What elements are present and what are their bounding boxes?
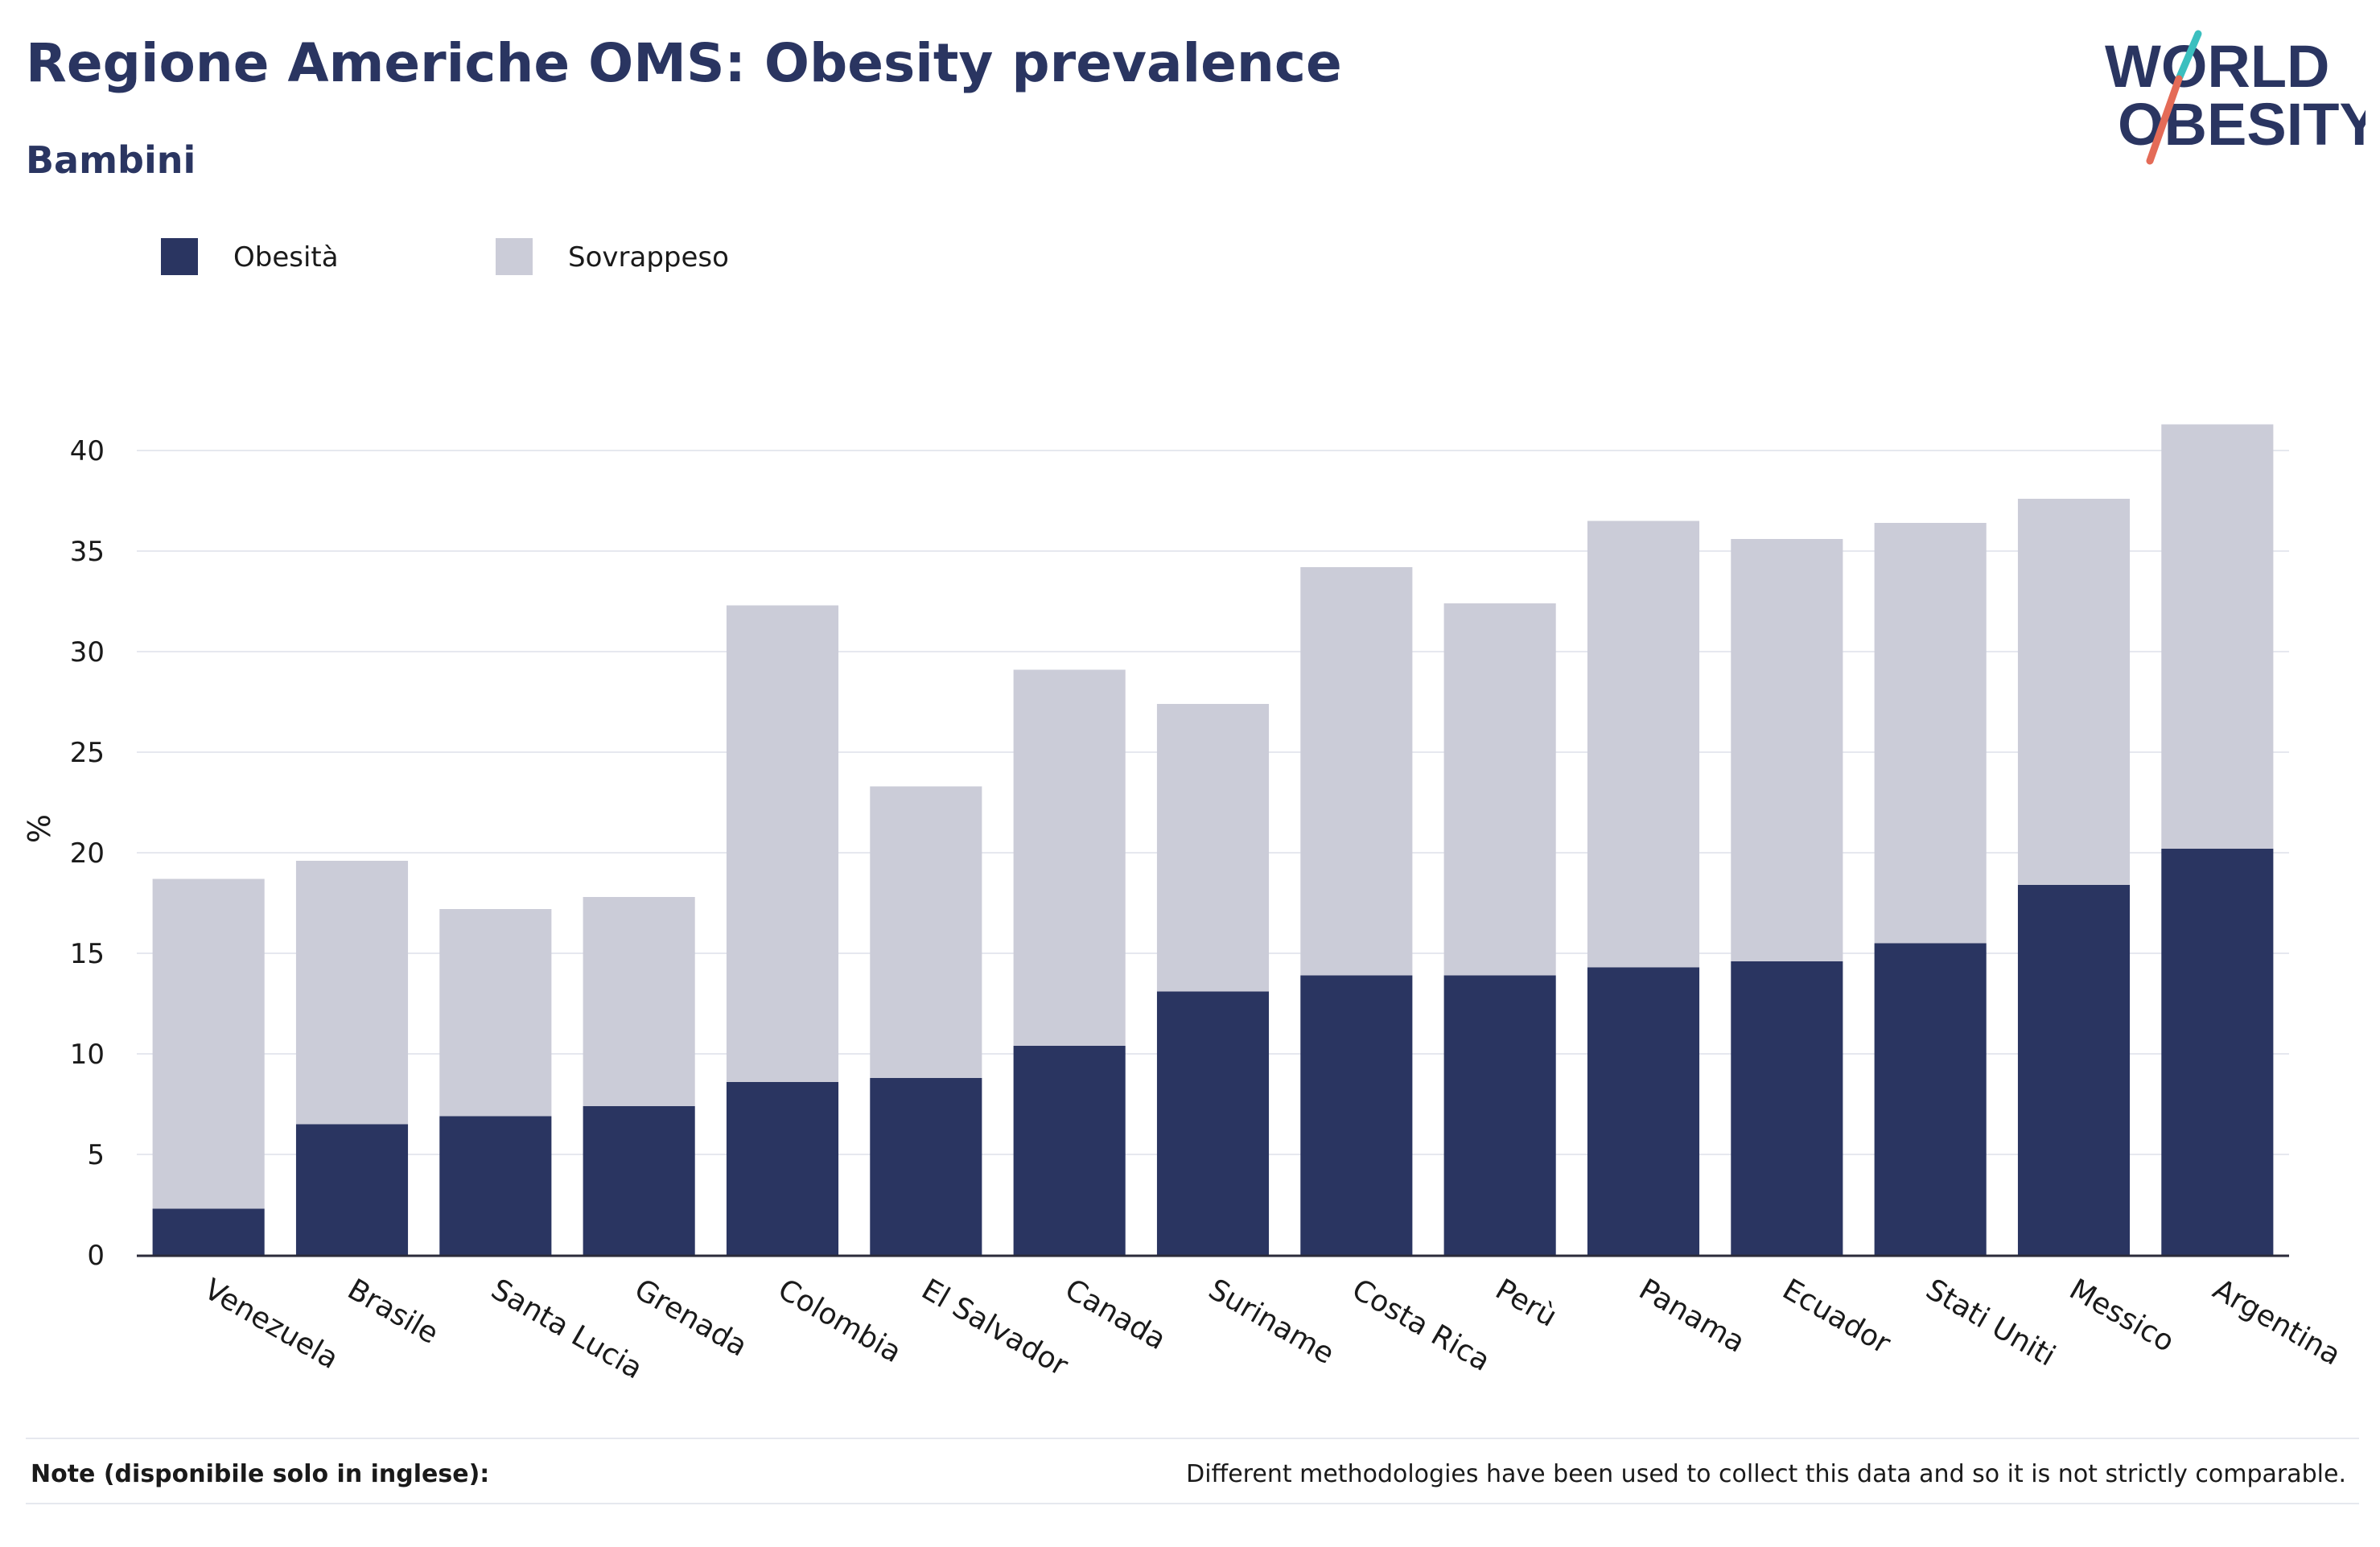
x-tick-label: Canada	[1060, 1273, 1171, 1356]
bar-sovrappeso[interactable]	[152, 878, 265, 1209]
bar-obesita[interactable]	[1731, 961, 1843, 1255]
bar-obesita[interactable]	[2161, 849, 2274, 1255]
bar-sovrappeso[interactable]	[2161, 424, 2274, 850]
logo-slash-top	[2175, 30, 2202, 83]
y-tick-label: 10	[70, 1039, 105, 1071]
bar-obesita[interactable]	[583, 1106, 695, 1255]
bar-sovrappeso[interactable]	[1300, 567, 1413, 976]
x-tick-label: Argentina	[2207, 1273, 2346, 1372]
world-obesity-logo: WORLD OBESITY	[2105, 30, 2366, 165]
logo-slash-bottom	[2146, 75, 2183, 165]
x-tick-label: Ecuador	[1777, 1273, 1896, 1360]
note-label: Note (disponibile solo in inglese):	[31, 1460, 490, 1488]
bar-obesita[interactable]	[152, 1208, 265, 1256]
y-axis-title: %	[22, 814, 57, 843]
bar-sovrappeso[interactable]	[1587, 520, 1700, 968]
y-tick-label: 5	[87, 1139, 105, 1171]
x-tick-label: Suriname	[1203, 1273, 1340, 1371]
footer-divider-bottom	[26, 1503, 2359, 1504]
bar-obesita[interactable]	[1443, 975, 1556, 1256]
bar-obesita[interactable]	[1874, 943, 1987, 1256]
note-text: Different methodologies have been used t…	[1186, 1460, 2346, 1488]
bar-sovrappeso[interactable]	[583, 897, 695, 1106]
x-tick-label: Perù	[1490, 1273, 1563, 1334]
bar-obesita[interactable]	[1013, 1046, 1126, 1255]
bar-sovrappeso[interactable]	[295, 861, 409, 1125]
y-tick-label: 15	[70, 938, 105, 970]
bar-sovrappeso[interactable]	[870, 786, 982, 1079]
bar-sovrappeso[interactable]	[1874, 523, 1987, 944]
legend-label-sovrappeso: Sovrappeso	[568, 241, 729, 274]
y-tick-label: 0	[87, 1240, 105, 1272]
bar-sovrappeso[interactable]	[726, 605, 839, 1083]
bar-sovrappeso[interactable]	[2017, 499, 2131, 885]
bar-sovrappeso[interactable]	[1731, 539, 1843, 961]
legend-swatch-obesita	[161, 238, 198, 275]
x-tick-label: Venezuela	[199, 1273, 344, 1376]
logo-text-world: WORLD	[2105, 33, 2330, 100]
footer-divider-top	[26, 1438, 2359, 1439]
y-tick-label: 25	[70, 737, 105, 769]
chart-subtitle: Bambini	[26, 138, 196, 182]
x-tick-label: Panama	[1633, 1273, 1750, 1360]
bar-obesita[interactable]	[726, 1082, 839, 1255]
x-tick-label: Messico	[2064, 1273, 2180, 1359]
x-tick-label: Stati Uniti	[1921, 1273, 2061, 1372]
x-tick-label: Colombia	[772, 1273, 907, 1369]
bar-obesita[interactable]	[1156, 991, 1270, 1256]
y-tick-label: 30	[70, 636, 105, 669]
bar-sovrappeso[interactable]	[1443, 603, 1556, 976]
y-tick-labels: 0 5 10 15 20 25 30 35 40	[70, 435, 105, 1272]
bar-obesita[interactable]	[295, 1124, 409, 1256]
bar-obesita[interactable]	[439, 1116, 552, 1256]
bar-sovrappeso[interactable]	[1156, 704, 1270, 992]
x-tick-label: Grenada	[629, 1273, 753, 1363]
bar-obesita[interactable]	[2017, 885, 2131, 1255]
bars	[152, 424, 2274, 1256]
y-tick-label: 35	[70, 536, 105, 568]
chart-title: Regione Americhe OMS: Obesity prevalence	[26, 32, 1342, 94]
x-tick-label: Brasile	[342, 1273, 444, 1351]
x-tick-label: El Salvador	[916, 1273, 1073, 1383]
bar-sovrappeso[interactable]	[439, 909, 552, 1117]
y-tick-label: 20	[70, 837, 105, 870]
bar-sovrappeso[interactable]	[1013, 669, 1126, 1047]
bar-obesita[interactable]	[870, 1078, 982, 1255]
legend-label-obesita: Obesità	[233, 241, 339, 274]
x-tick-label: Santa Lucia	[485, 1273, 648, 1385]
bar-obesita[interactable]	[1587, 967, 1700, 1256]
legend-swatch-sovrappeso	[496, 238, 533, 275]
y-tick-label: 40	[70, 435, 105, 467]
bar-obesita[interactable]	[1300, 975, 1413, 1256]
x-tick-label: Costa Rica	[1346, 1273, 1495, 1378]
